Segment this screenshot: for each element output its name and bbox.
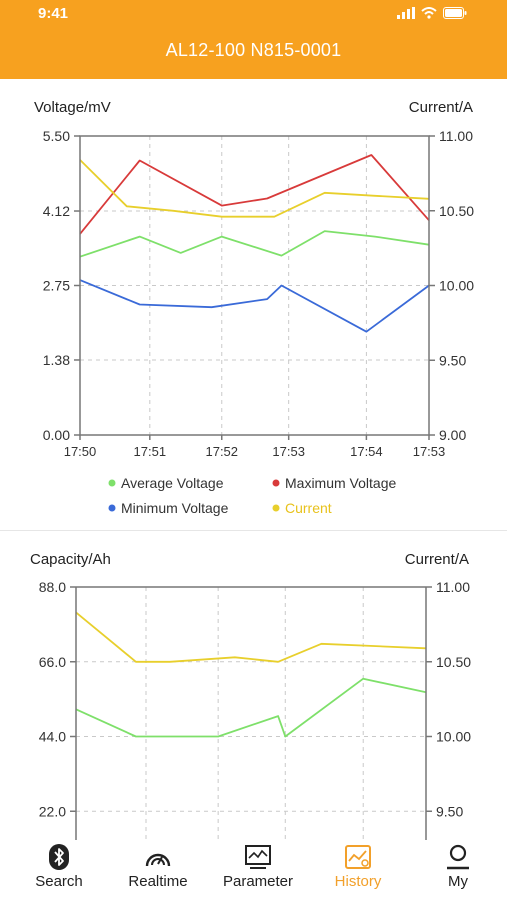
status-icons: [397, 7, 467, 19]
status-time: 9:41: [38, 5, 69, 22]
x-axis-ticks: 17:50 17:51 17:52 17:53 17:54 17:53: [64, 435, 446, 459]
y-left-tick-label: 44.0: [39, 729, 66, 745]
tab-label: Search: [35, 873, 83, 890]
series-line-maximum-voltage: [79, 154, 430, 235]
chart-series: [75, 611, 427, 738]
section-divider: [0, 530, 507, 531]
y-left-tick-label: 5.50: [43, 128, 70, 144]
tab-parameter[interactable]: Parameter: [214, 840, 302, 900]
y-right-tick-label: 9.50: [436, 803, 463, 819]
tab-history[interactable]: History: [320, 840, 396, 900]
bluetooth-icon: [49, 844, 69, 870]
x-tick-label: 17:53: [413, 444, 446, 459]
y-left-tick-label: 66.0: [39, 654, 66, 670]
series-line-capacity: [75, 677, 427, 738]
x-tick-label: 17:51: [134, 444, 167, 459]
chart-grid: [76, 587, 426, 840]
legend-marker-current: [272, 504, 280, 512]
person-icon: [447, 844, 469, 870]
chart-grid: [80, 136, 429, 435]
left-axis-label: Voltage/mV: [34, 99, 111, 116]
series-line-current: [79, 159, 430, 218]
y-right-tick-label: 9.00: [439, 427, 466, 443]
tab-label: History: [334, 873, 382, 890]
series-line-average-voltage: [79, 230, 430, 258]
x-tick-label: 17:53: [272, 444, 305, 459]
y-right-tick-label: 11.00: [436, 579, 470, 595]
series-line-current: [75, 611, 427, 663]
legend-average: Average Voltage: [121, 475, 224, 491]
tab-search[interactable]: Search: [22, 840, 96, 900]
tab-label: Parameter: [222, 873, 294, 890]
tab-label: Realtime: [128, 873, 188, 890]
wifi-icon: [421, 7, 437, 19]
chart-series: [79, 154, 430, 333]
legend-current: Current: [285, 500, 332, 516]
x-tick-label: 17:50: [64, 444, 97, 459]
y-left-tick-label: 1.38: [43, 352, 70, 368]
left-axis-ticks: 88.0 66.0 44.0 22.0: [39, 579, 76, 819]
series-line-minimum-voltage: [79, 279, 430, 333]
y-left-tick-label: 0.00: [43, 427, 70, 443]
battery-icon: [443, 7, 467, 19]
y-right-tick-label: 10.50: [439, 203, 474, 219]
left-axis-label: Capacity/Ah: [30, 551, 111, 568]
tab-realtime[interactable]: Realtime: [117, 840, 199, 900]
left-axis-ticks: 5.50 4.12 2.75 1.38 0.00: [43, 128, 80, 443]
y-right-tick-label: 10.00: [439, 278, 474, 294]
right-axis-label: Current/A: [409, 99, 473, 116]
right-axis-label: Current/A: [405, 551, 469, 568]
x-tick-label: 17:52: [205, 444, 238, 459]
right-axis-ticks: 11.00 10.50 10.00 9.50 9.00: [429, 128, 474, 443]
app-header: 9:41 AL12-100 N815-0001: [0, 0, 507, 79]
legend-marker-maximum: [272, 479, 280, 487]
gauge-icon: [145, 853, 171, 867]
legend-marker-minimum: [108, 504, 116, 512]
y-left-tick-label: 2.75: [43, 278, 70, 294]
y-left-tick-label: 22.0: [39, 803, 66, 819]
chart-legend: Average Voltage Maximum Voltage Minimum …: [108, 475, 396, 516]
legend-maximum: Maximum Voltage: [285, 475, 396, 491]
x-tick-label: 17:54: [350, 444, 383, 459]
y-right-tick-label: 9.50: [439, 352, 466, 368]
legend-marker-average: [108, 479, 116, 487]
history-chart-icon: [345, 845, 371, 869]
right-axis-ticks: 11.00 10.50 10.00 9.50: [426, 579, 471, 819]
y-left-tick-label: 4.12: [43, 203, 70, 219]
tab-label: My: [448, 873, 468, 890]
monitor-chart-icon: [245, 845, 271, 869]
tab-my[interactable]: My: [430, 840, 486, 900]
y-right-tick-label: 10.50: [436, 654, 471, 670]
bottom-tab-bar: Search Realtime Parameter: [0, 840, 507, 900]
legend-minimum: Minimum Voltage: [121, 500, 229, 516]
capacity-current-chart: Capacity/Ah Current/A 88.0 66.0 44.0 22.0 1…: [30, 551, 471, 840]
page-title: AL12-100 N815-0001: [165, 40, 342, 60]
cellular-signal-icon: [397, 7, 415, 19]
y-right-tick-label: 11.00: [439, 128, 473, 144]
voltage-current-chart: Voltage/mV Current/A 5.50 4.12 2.75 1.38 0.0…: [34, 99, 474, 516]
y-right-tick-label: 10.00: [436, 729, 471, 745]
y-left-tick-label: 88.0: [39, 579, 66, 595]
